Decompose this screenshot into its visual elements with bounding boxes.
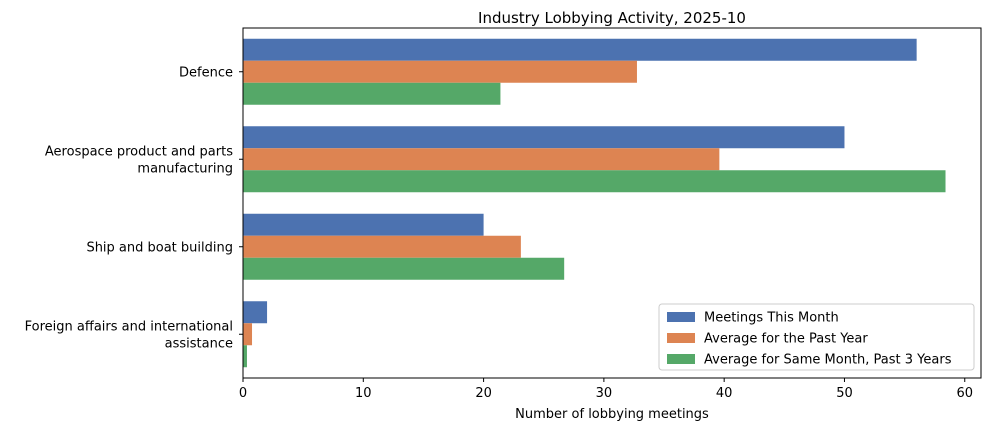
- legend-swatch: [667, 354, 695, 364]
- y-tick-label: manufacturing: [137, 161, 233, 176]
- bar-3-2: [243, 345, 247, 368]
- bar-2-1: [243, 235, 521, 258]
- bar-1-1: [243, 148, 720, 171]
- x-tick-label: 30: [596, 386, 613, 401]
- y-tick-label: Aerospace product and parts: [45, 144, 233, 159]
- legend-label: Average for Same Month, Past 3 Years: [704, 353, 952, 368]
- bar-3-1: [243, 323, 253, 346]
- bar-2-0: [243, 213, 484, 236]
- x-tick-label: 50: [836, 386, 853, 401]
- x-tick-label: 0: [239, 386, 247, 401]
- x-axis-label: Number of lobbying meetings: [515, 407, 709, 422]
- bar-1-2: [243, 170, 946, 193]
- bar-0-0: [243, 38, 917, 61]
- bar-2-2: [243, 257, 565, 280]
- x-tick-label: 20: [475, 386, 492, 401]
- y-tick-label: Defence: [179, 65, 233, 80]
- legend-label: Meetings This Month: [704, 311, 839, 326]
- x-tick-label: 10: [355, 386, 372, 401]
- y-tick-label: assistance: [165, 336, 233, 351]
- y-tick-label: Foreign affairs and international: [25, 319, 233, 334]
- legend-swatch: [667, 312, 695, 322]
- legend-label: Average for the Past Year: [704, 332, 868, 347]
- legend: [658, 303, 975, 371]
- x-tick-label: 60: [956, 386, 973, 401]
- legend-swatch: [667, 333, 695, 343]
- bar-0-1: [243, 60, 637, 83]
- x-tick-label: 40: [716, 386, 733, 401]
- bar-0-2: [243, 82, 501, 105]
- chart-title: Industry Lobbying Activity, 2025-10: [478, 9, 746, 27]
- y-tick-label: Ship and boat building: [86, 240, 233, 255]
- plot-frame: [242, 27, 982, 379]
- bar-1-0: [243, 126, 845, 149]
- bar-3-0: [243, 301, 268, 324]
